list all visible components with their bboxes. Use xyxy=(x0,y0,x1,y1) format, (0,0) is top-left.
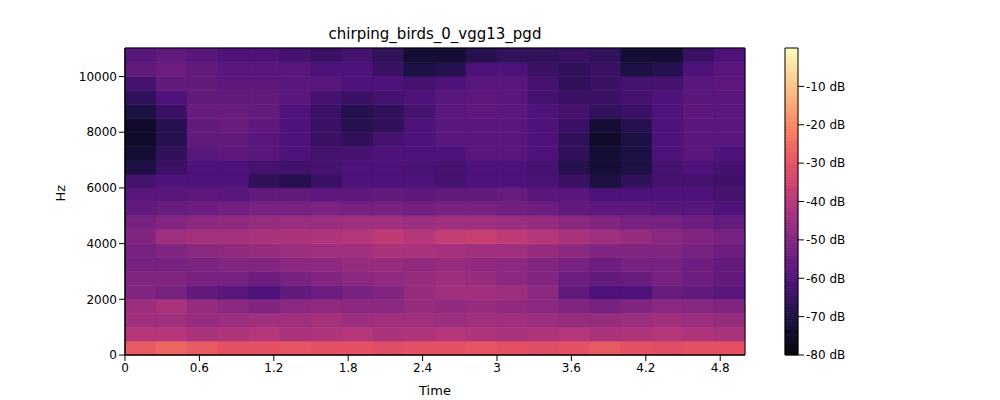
svg-text:4.2: 4.2 xyxy=(636,361,655,375)
svg-text:6000: 6000 xyxy=(86,181,117,195)
svg-text:-60 dB: -60 dB xyxy=(806,272,845,286)
svg-text:2000: 2000 xyxy=(86,293,117,307)
svg-text:-50 dB: -50 dB xyxy=(806,233,845,247)
svg-text:1.8: 1.8 xyxy=(339,361,358,375)
svg-text:8000: 8000 xyxy=(86,125,117,139)
svg-text:-80 dB: -80 dB xyxy=(806,348,845,362)
svg-text:2.4: 2.4 xyxy=(413,361,432,375)
svg-text:3: 3 xyxy=(493,361,501,375)
svg-text:-10 dB: -10 dB xyxy=(806,80,845,94)
svg-text:4000: 4000 xyxy=(86,237,117,251)
svg-text:10000: 10000 xyxy=(79,70,117,84)
svg-text:-40 dB: -40 dB xyxy=(806,195,845,209)
svg-text:0.6: 0.6 xyxy=(190,361,209,375)
svg-text:-70 dB: -70 dB xyxy=(806,310,845,324)
svg-text:0: 0 xyxy=(109,348,117,362)
svg-text:Hz: Hz xyxy=(53,185,68,202)
svg-text:1.2: 1.2 xyxy=(264,361,283,375)
html-text:chirping_birds_0_vgg13_pgd: chirping_birds_0_vgg13_pgd xyxy=(328,25,542,43)
svg-text:-30 dB: -30 dB xyxy=(806,156,845,170)
svg-text:3.6: 3.6 xyxy=(562,361,581,375)
svg-text:4.8: 4.8 xyxy=(711,361,730,375)
svg-text:-20 dB: -20 dB xyxy=(806,118,845,132)
svg-text:Time: Time xyxy=(418,383,451,398)
svg-text:0: 0 xyxy=(121,361,129,375)
